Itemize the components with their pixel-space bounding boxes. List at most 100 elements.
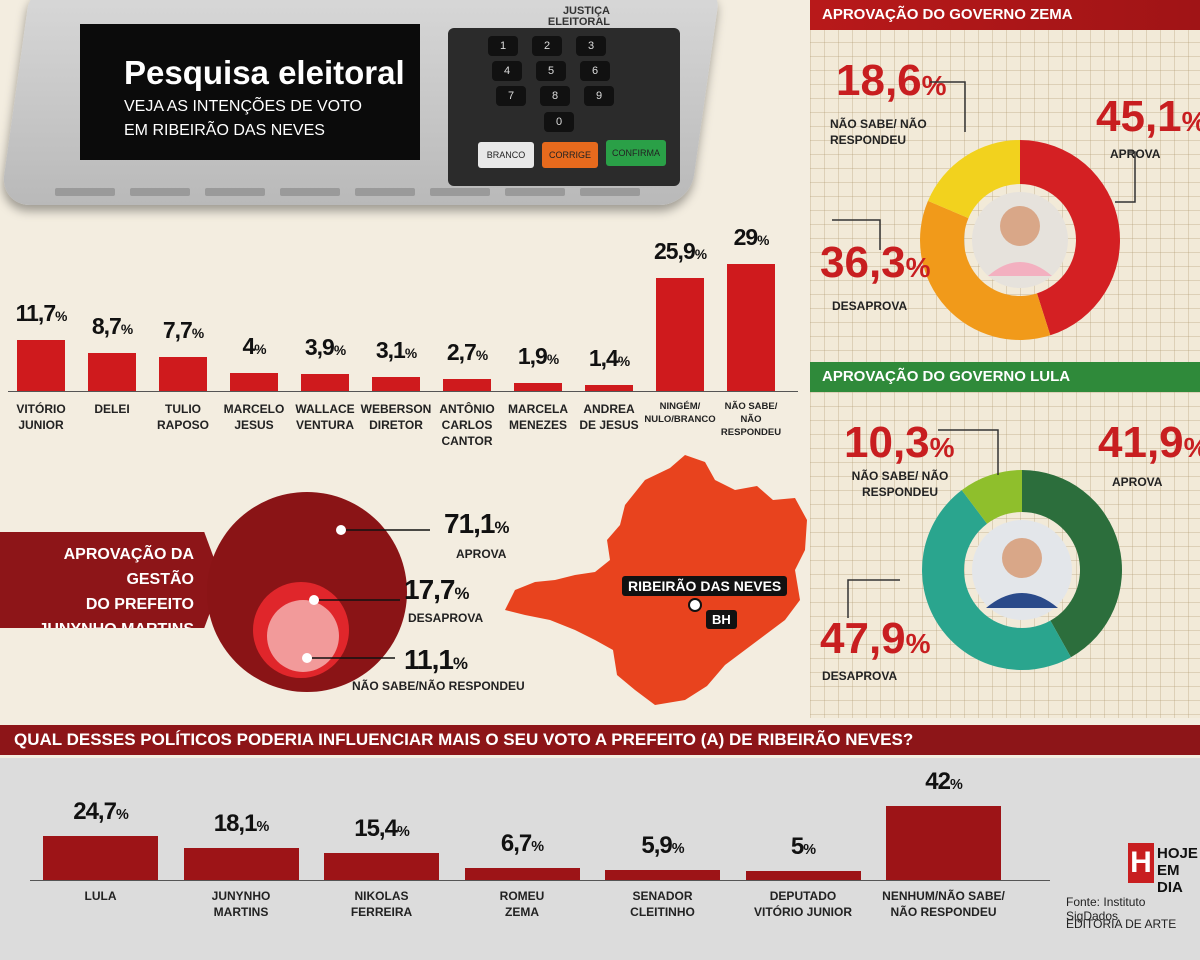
lula-naosabe-value: 10,3% xyxy=(844,418,955,468)
label-line: NULO/BRANCO xyxy=(644,413,716,425)
candidate-bar xyxy=(585,384,633,391)
lula-aprova-label: APROVA xyxy=(1112,475,1163,489)
pct-sign: % xyxy=(905,252,931,283)
mayor-desaprova-value: 17,7% xyxy=(404,574,469,606)
urn-slot xyxy=(280,188,340,196)
mayor-title-line2: DO PREFEITO xyxy=(85,596,194,613)
mayor-title-line1: APROVAÇÃO DA GESTÃO xyxy=(63,546,194,588)
urn-brand-line2: ELEITORAL xyxy=(547,16,610,28)
influence-bar xyxy=(183,848,299,880)
key-1: 1 xyxy=(488,36,518,56)
candidate-bar xyxy=(727,264,775,391)
candidate-value-label: 1,9% xyxy=(506,343,570,370)
label-line: MENEZES xyxy=(508,418,567,433)
key-0: 0 xyxy=(544,112,574,132)
lula-aprova-value: 41,9% xyxy=(1098,418,1200,468)
influence-bar xyxy=(886,806,1001,880)
zema-aprova-number: 45,1 xyxy=(1096,92,1182,141)
mayor-title-line3: JUNYNHO MARTINS xyxy=(38,621,194,638)
label-line: TULIO xyxy=(165,402,201,416)
influence-value-number: 42 xyxy=(925,768,951,795)
pct-sign: % xyxy=(396,823,410,840)
donut-slice xyxy=(1022,470,1122,658)
label-line: RAPOSO xyxy=(156,418,209,433)
urn-slot xyxy=(205,188,265,196)
urn-slot xyxy=(55,188,115,196)
candidate-bar xyxy=(159,357,207,391)
candidate-name-label: ANTÔNIO CARLOS CANTOR xyxy=(429,401,505,450)
candidate-bar xyxy=(230,373,278,391)
page-subtitle-line2: EM RIBEIRÃO DAS NEVES xyxy=(124,122,325,139)
candidate-value-label: 3,1% xyxy=(364,337,428,364)
candidate-bar xyxy=(656,277,704,391)
candidate-value-number: 4 xyxy=(242,333,255,360)
candidate-name-label: WEBERSON DIRETOR xyxy=(358,401,434,433)
label-line: DELEI xyxy=(94,402,130,416)
mayor-aprova-number: 71,1 xyxy=(444,508,495,539)
key-8: 8 xyxy=(540,86,570,106)
label-line: NÃO SABE/ xyxy=(724,401,778,412)
pct-sign: % xyxy=(115,807,129,824)
candidate-value-label: 4% xyxy=(222,333,286,360)
urn-slot xyxy=(355,188,415,196)
label-line: SENADOR xyxy=(632,889,693,903)
label-line: MARCELA xyxy=(508,402,568,416)
candidate-value-number: 8,7 xyxy=(91,312,122,339)
mayor-approval-chart xyxy=(207,492,430,692)
lula-naosabe-leader xyxy=(938,429,999,475)
mayor-naosabe-number: 11,1 xyxy=(404,644,454,675)
pct-sign: % xyxy=(494,518,510,537)
mayor-desaprova-number: 17,7 xyxy=(404,574,455,605)
mayor-naosabe-circle xyxy=(267,600,339,672)
influence-value-number: 5 xyxy=(790,833,804,861)
candidate-value-label: 8,7% xyxy=(80,313,144,340)
zema-panel-header: APROVAÇÃO DO GOVERNO ZEMA xyxy=(810,0,1200,30)
donut-slice xyxy=(921,490,1071,670)
urn-brand-line1: JUSTIÇA xyxy=(562,5,610,17)
candidate-value-label: 25,9% xyxy=(648,238,712,265)
lula-face-shape xyxy=(1002,538,1042,578)
influence-name-label: NENHUM/NÃO SABE/NÃO RESPONDEU xyxy=(874,888,1013,920)
pct-sign: % xyxy=(333,342,346,358)
pct-sign: % xyxy=(531,839,544,856)
mayor-approval-title-box: APROVAÇÃO DA GESTÃO DO PREFEITO JUNYNHO … xyxy=(0,532,222,628)
pct-sign: % xyxy=(905,628,931,659)
pct-sign: % xyxy=(120,321,133,337)
key-9: 9 xyxy=(584,86,614,106)
lula-desaprova-number: 47,9 xyxy=(820,614,906,663)
zema-desaprova-number: 36,3 xyxy=(820,238,906,287)
candidate-value-number: 3,1 xyxy=(375,337,406,364)
candidate-value-label: 1,4% xyxy=(577,345,641,372)
pct-sign: % xyxy=(254,342,266,358)
pct-sign: % xyxy=(1184,432,1200,463)
label-line: VITÓRIO xyxy=(16,402,66,416)
label-line: ANTÔNIO xyxy=(439,402,495,416)
pct-sign: % xyxy=(191,326,204,342)
influence-bar xyxy=(324,852,439,880)
candidate-name-label: NÃO SABE/NÃO RESPONDEU xyxy=(713,401,789,439)
candidate-name-label: DELEI xyxy=(74,401,150,417)
mayor-aprova-label: APROVA xyxy=(456,547,507,561)
candidate-value-label: 29% xyxy=(719,224,783,251)
zema-shirt-shape xyxy=(988,262,1052,276)
lula-aprova-number: 41,9 xyxy=(1098,418,1184,467)
candidate-value-number: 7,7 xyxy=(162,317,193,344)
logo-mark: H xyxy=(1128,843,1154,883)
candidate-value-label: 11,7% xyxy=(9,300,73,327)
candidate-value-number: 3,9 xyxy=(304,333,335,360)
candidate-value-number: 1,9 xyxy=(517,342,548,369)
influence-value-label: 42% xyxy=(886,768,1001,796)
page-subtitle-line1: VEJA AS INTENÇÕES DE VOTO xyxy=(124,98,362,115)
candidate-bar xyxy=(17,339,65,391)
candidate-value-label: 2,7% xyxy=(435,339,499,366)
label-line: MARCELO xyxy=(223,402,285,416)
key-4: 4 xyxy=(492,61,522,81)
influence-value-number: 15,4 xyxy=(354,814,398,842)
candidate-vote-chart: 11,7% VITÓRIO JUNIOR 8,7% DELEI 7,7% TULIO RAPO… xyxy=(0,224,805,465)
influence-value-label: 5% xyxy=(746,833,861,861)
candidate-name-label: MARCELO JESUS xyxy=(216,401,292,433)
candidate-name-label: VITÓRIO JUNIOR xyxy=(3,401,79,433)
influence-name-label: SENADOR CLEITINHO xyxy=(593,888,732,920)
pct-sign: % xyxy=(929,432,955,463)
influence-bar xyxy=(745,871,861,880)
